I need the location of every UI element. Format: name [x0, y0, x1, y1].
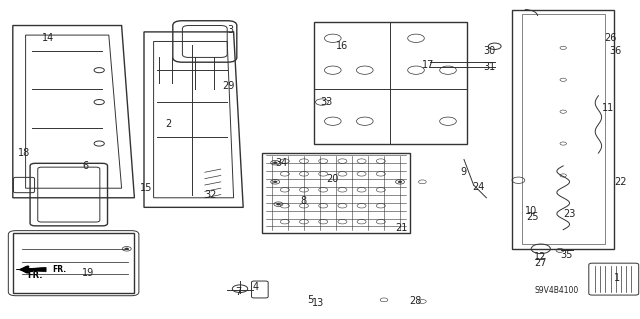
Text: 28: 28: [410, 296, 422, 307]
Circle shape: [273, 181, 277, 183]
Circle shape: [338, 188, 347, 192]
Circle shape: [376, 219, 385, 224]
Text: 34: 34: [275, 158, 287, 168]
Circle shape: [319, 188, 328, 192]
Text: 24: 24: [472, 182, 484, 192]
Text: 12: 12: [534, 252, 547, 262]
Circle shape: [280, 188, 289, 192]
Text: 16: 16: [336, 41, 348, 51]
Text: 11: 11: [602, 103, 614, 114]
Text: 17: 17: [422, 60, 435, 70]
Text: 19: 19: [82, 268, 94, 278]
Circle shape: [300, 159, 308, 163]
Circle shape: [338, 159, 347, 163]
Text: 10: 10: [525, 205, 537, 216]
Circle shape: [338, 219, 347, 224]
Text: 1: 1: [614, 272, 621, 283]
Circle shape: [376, 204, 385, 208]
Circle shape: [376, 159, 385, 163]
Circle shape: [398, 181, 402, 183]
Circle shape: [376, 172, 385, 176]
Circle shape: [300, 188, 308, 192]
Circle shape: [300, 172, 308, 176]
Circle shape: [319, 204, 328, 208]
Text: 23: 23: [563, 209, 575, 219]
Text: 21: 21: [395, 223, 407, 233]
Circle shape: [280, 219, 289, 224]
Text: 18: 18: [18, 148, 30, 158]
Text: 26: 26: [604, 33, 616, 43]
Text: 5: 5: [307, 295, 314, 305]
Circle shape: [280, 159, 289, 163]
Circle shape: [300, 204, 308, 208]
Circle shape: [125, 248, 129, 250]
Text: 2: 2: [165, 119, 172, 130]
Text: 32: 32: [205, 189, 217, 200]
Circle shape: [319, 159, 328, 163]
Circle shape: [357, 204, 366, 208]
Text: 36: 36: [609, 46, 621, 56]
Text: FR.: FR.: [28, 271, 43, 280]
Circle shape: [357, 172, 366, 176]
Text: 14: 14: [42, 33, 54, 43]
Circle shape: [376, 188, 385, 192]
Text: 25: 25: [526, 212, 539, 222]
Text: 15: 15: [140, 183, 152, 193]
Circle shape: [273, 162, 277, 164]
Text: 20: 20: [326, 174, 339, 184]
Text: 29: 29: [223, 81, 235, 91]
Circle shape: [357, 188, 366, 192]
Circle shape: [338, 204, 347, 208]
Text: 9: 9: [461, 167, 467, 177]
Circle shape: [280, 204, 289, 208]
Text: 6: 6: [82, 161, 88, 171]
Text: 30: 30: [483, 46, 495, 56]
Circle shape: [338, 172, 347, 176]
Text: S9V4B4100: S9V4B4100: [534, 286, 579, 295]
Circle shape: [357, 219, 366, 224]
Text: FR.: FR.: [52, 265, 67, 274]
Circle shape: [276, 203, 280, 205]
Text: 7: 7: [236, 287, 242, 297]
Circle shape: [280, 172, 289, 176]
Text: 13: 13: [312, 298, 324, 308]
Text: 31: 31: [483, 62, 495, 72]
Text: 4: 4: [253, 282, 259, 292]
Polygon shape: [16, 267, 46, 272]
Circle shape: [357, 159, 366, 163]
Text: 22: 22: [614, 177, 627, 187]
Text: 27: 27: [534, 258, 547, 268]
Text: 8: 8: [301, 196, 307, 206]
Text: 35: 35: [560, 250, 572, 260]
Text: 3: 3: [227, 25, 234, 35]
Text: 33: 33: [320, 97, 332, 107]
Circle shape: [300, 219, 308, 224]
Circle shape: [319, 219, 328, 224]
Circle shape: [319, 172, 328, 176]
